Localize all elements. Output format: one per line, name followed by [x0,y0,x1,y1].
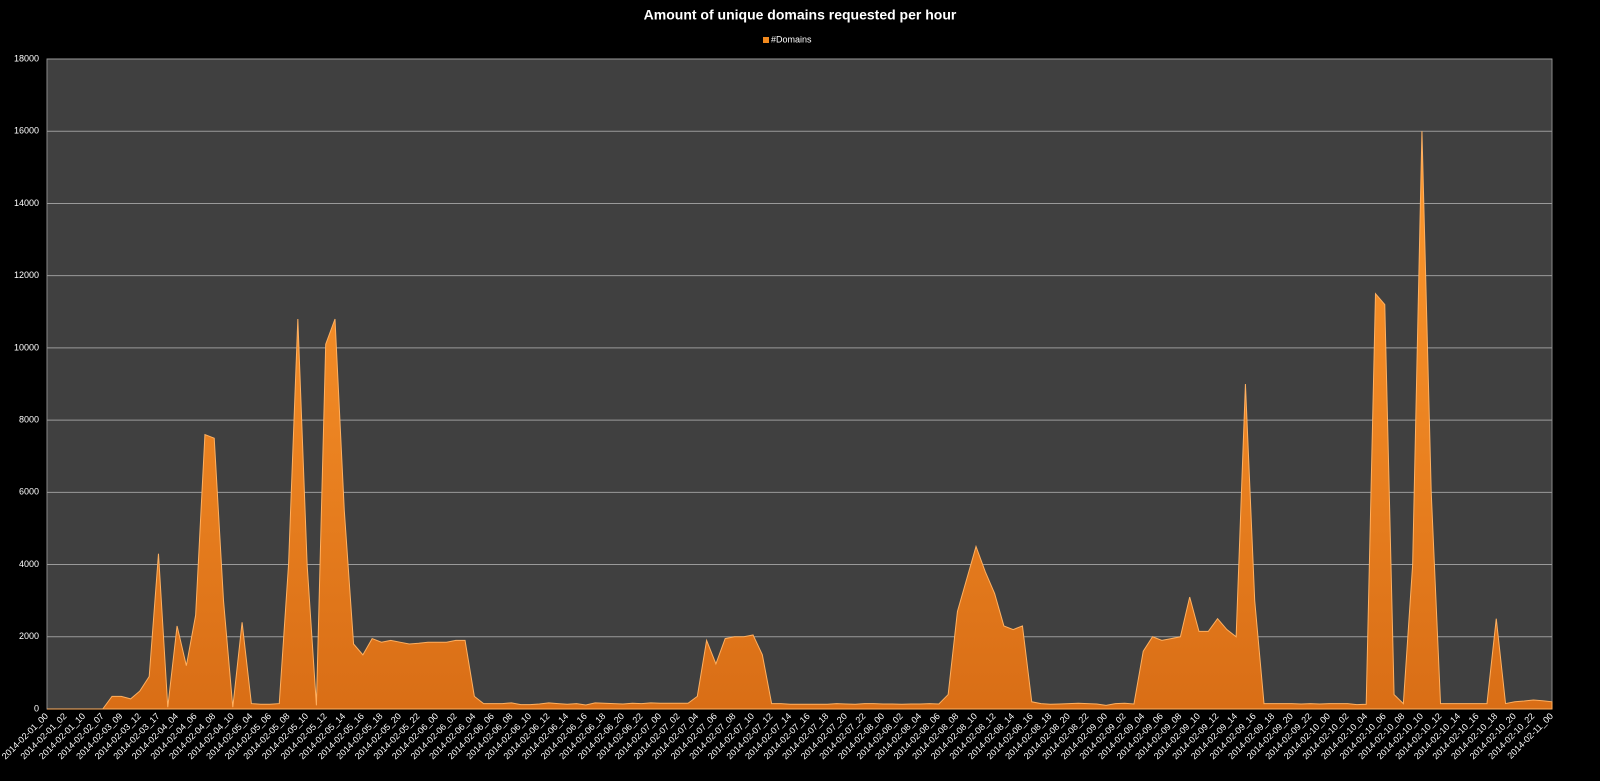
chart-title: Amount of unique domains requested per h… [644,7,957,23]
y-tick-label: 4000 [19,559,39,569]
y-tick-label: 0 [34,703,39,713]
y-tick-label: 14000 [14,198,39,208]
y-tick-label: 2000 [19,631,39,641]
y-tick-label: 18000 [14,53,39,63]
y-tick-label: 8000 [19,414,39,424]
y-tick-label: 10000 [14,342,39,352]
legend-swatch [763,37,769,43]
y-tick-label: 6000 [19,487,39,497]
y-tick-label: 16000 [14,126,39,136]
plot-area [46,58,1553,710]
legend-label: #Domains [771,34,812,44]
y-tick-label: 12000 [14,270,39,280]
area [47,131,1553,710]
